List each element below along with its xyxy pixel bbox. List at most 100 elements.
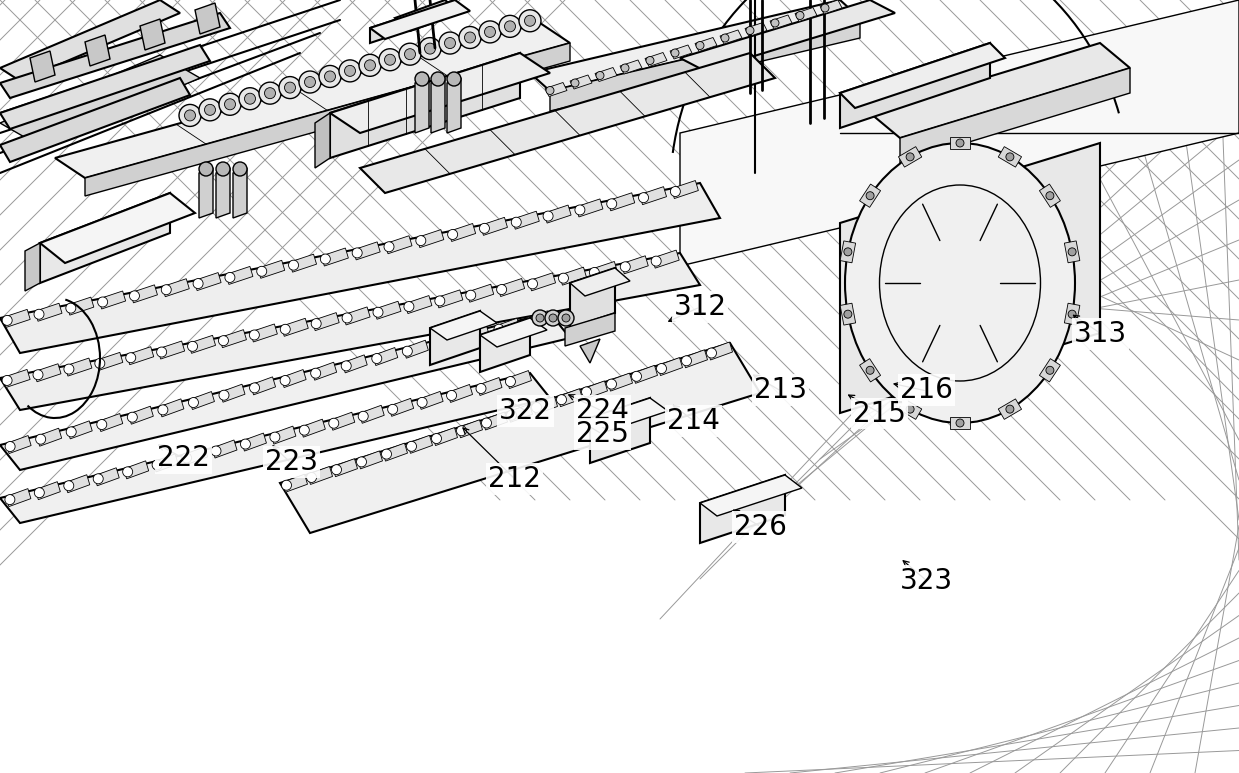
Circle shape: [479, 21, 501, 43]
Circle shape: [224, 99, 235, 110]
Polygon shape: [221, 384, 245, 402]
Polygon shape: [707, 342, 732, 360]
Circle shape: [364, 60, 375, 71]
Circle shape: [218, 335, 228, 346]
Text: 222: 222: [157, 444, 209, 472]
Polygon shape: [621, 256, 648, 274]
Circle shape: [193, 278, 203, 288]
Circle shape: [906, 153, 914, 161]
Polygon shape: [870, 43, 1130, 138]
Polygon shape: [374, 301, 401, 319]
Polygon shape: [430, 311, 479, 365]
Text: 214: 214: [668, 407, 720, 435]
Polygon shape: [124, 461, 149, 478]
Polygon shape: [418, 391, 444, 410]
Polygon shape: [683, 349, 707, 368]
Polygon shape: [0, 78, 190, 162]
Polygon shape: [950, 137, 970, 149]
Polygon shape: [30, 51, 55, 82]
Polygon shape: [1064, 241, 1080, 263]
Circle shape: [249, 383, 259, 393]
Circle shape: [152, 460, 162, 470]
Polygon shape: [550, 18, 860, 111]
Polygon shape: [898, 147, 922, 167]
Circle shape: [681, 356, 691, 366]
Circle shape: [219, 94, 242, 115]
Circle shape: [556, 395, 566, 405]
Polygon shape: [359, 405, 384, 424]
Circle shape: [358, 411, 368, 421]
Polygon shape: [695, 38, 717, 52]
Circle shape: [445, 38, 456, 49]
Circle shape: [706, 348, 716, 358]
Ellipse shape: [845, 143, 1075, 423]
Circle shape: [746, 26, 755, 35]
Polygon shape: [795, 8, 817, 22]
Circle shape: [432, 339, 442, 349]
Circle shape: [35, 488, 45, 498]
Polygon shape: [25, 243, 40, 291]
Polygon shape: [840, 143, 1100, 413]
Circle shape: [344, 66, 356, 77]
Circle shape: [233, 162, 247, 176]
Circle shape: [435, 296, 445, 306]
Polygon shape: [383, 443, 408, 461]
Polygon shape: [199, 168, 213, 218]
Polygon shape: [558, 389, 582, 407]
Circle shape: [185, 110, 196, 121]
Polygon shape: [898, 399, 922, 420]
Polygon shape: [195, 3, 221, 34]
Circle shape: [696, 42, 704, 49]
Circle shape: [128, 412, 138, 422]
Text: 323: 323: [901, 567, 953, 595]
Polygon shape: [477, 377, 502, 396]
Circle shape: [494, 324, 504, 334]
Circle shape: [558, 310, 574, 326]
Polygon shape: [544, 205, 571, 223]
Polygon shape: [140, 19, 165, 50]
Circle shape: [161, 284, 171, 295]
Polygon shape: [481, 217, 508, 235]
Circle shape: [532, 403, 541, 413]
Polygon shape: [162, 279, 190, 297]
Polygon shape: [680, 0, 1239, 266]
Circle shape: [484, 26, 496, 37]
Polygon shape: [658, 358, 683, 376]
Polygon shape: [370, 0, 470, 39]
Circle shape: [399, 43, 421, 65]
Circle shape: [571, 79, 579, 87]
Polygon shape: [670, 45, 693, 59]
Polygon shape: [652, 250, 679, 268]
Circle shape: [388, 404, 398, 414]
Circle shape: [240, 439, 250, 449]
Polygon shape: [590, 398, 668, 431]
Circle shape: [305, 77, 316, 87]
Circle shape: [416, 236, 426, 246]
Polygon shape: [182, 447, 208, 465]
Text: 216: 216: [901, 376, 953, 404]
Polygon shape: [233, 168, 247, 218]
Polygon shape: [85, 43, 570, 196]
Polygon shape: [242, 433, 266, 451]
Circle shape: [447, 230, 457, 240]
Polygon shape: [565, 313, 615, 346]
Polygon shape: [95, 352, 123, 370]
Polygon shape: [457, 420, 482, 438]
Circle shape: [318, 66, 341, 87]
Polygon shape: [408, 435, 432, 453]
Circle shape: [607, 199, 617, 209]
Polygon shape: [0, 55, 199, 146]
Circle shape: [33, 309, 45, 319]
Polygon shape: [434, 333, 458, 351]
Polygon shape: [840, 303, 856, 325]
Polygon shape: [307, 466, 332, 485]
Circle shape: [957, 419, 964, 427]
Circle shape: [670, 186, 680, 196]
Circle shape: [97, 420, 107, 430]
Circle shape: [499, 15, 522, 37]
Polygon shape: [35, 303, 62, 322]
Polygon shape: [212, 440, 237, 458]
Circle shape: [1046, 192, 1054, 199]
Circle shape: [199, 162, 213, 176]
Circle shape: [33, 369, 43, 380]
